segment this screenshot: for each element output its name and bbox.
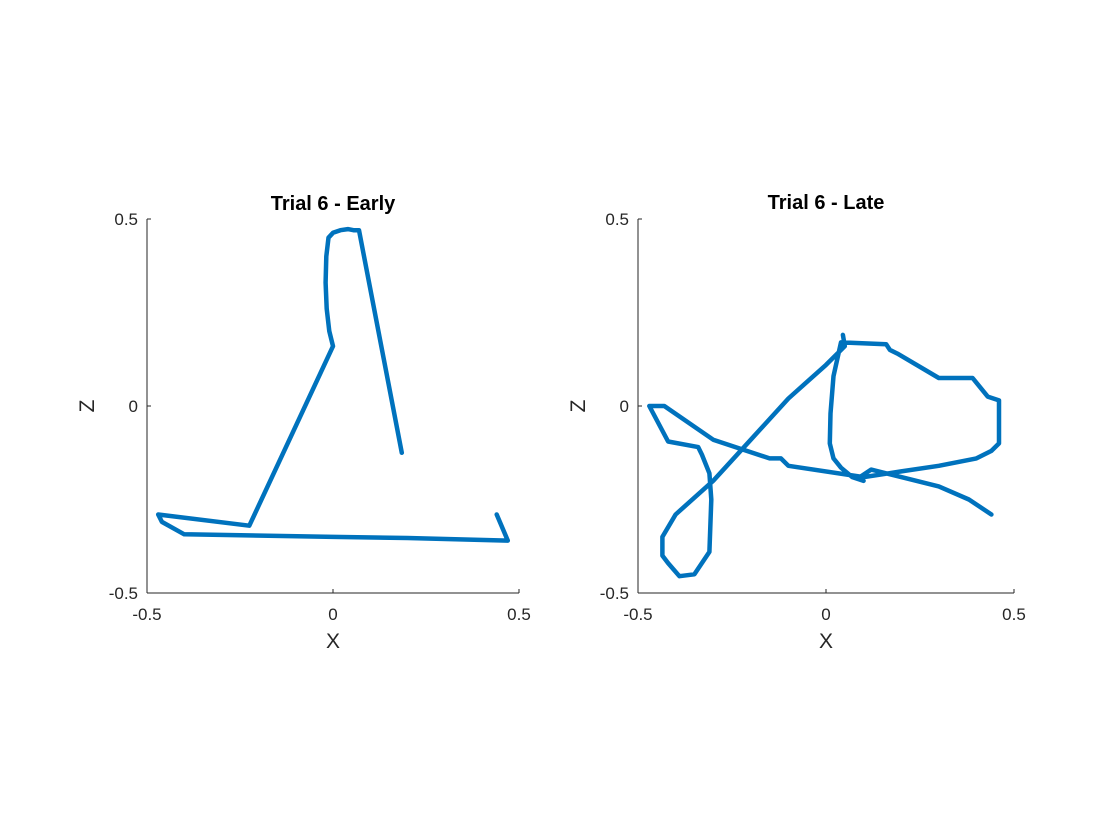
y-tick-label: 0.5 (114, 210, 138, 229)
tick-group: -0.5 0 0.5 -0.5 0 0.5 (109, 210, 531, 624)
x-axis-label: X (819, 630, 833, 653)
y-axis-label: Z (567, 399, 590, 412)
subplot-title: Trial 6 - Late (768, 192, 885, 214)
y-tick-label: 0 (129, 397, 138, 416)
x-tick-label: -0.5 (623, 605, 652, 624)
y-tick-label: -0.5 (109, 584, 138, 603)
tick-group: -0.5 0 0.5 -0.5 0 0.5 (600, 210, 1026, 624)
x-tick-label: 0 (821, 605, 830, 624)
x-axis-label: X (326, 630, 340, 653)
x-tick-label: -0.5 (132, 605, 161, 624)
x-tick-label: 0 (328, 605, 337, 624)
subplot-early: Trial 6 - Early -0.5 0 0.5 -0.5 0 0.5 X Z (76, 193, 531, 653)
subplot-title: Trial 6 - Early (271, 193, 396, 215)
x-tick-label: 0.5 (507, 605, 531, 624)
trajectory-line (155, 226, 511, 543)
y-tick-label: 0.5 (605, 210, 629, 229)
subplot-late: Trial 6 - Late -0.5 0 0.5 -0.5 0 0.5 X Z (567, 192, 1026, 653)
y-tick-label: 0 (620, 397, 629, 416)
y-tick-label: -0.5 (600, 584, 629, 603)
x-tick-label: 0.5 (1002, 605, 1026, 624)
trajectory-line (647, 332, 1002, 579)
y-axis-label: Z (76, 399, 99, 412)
